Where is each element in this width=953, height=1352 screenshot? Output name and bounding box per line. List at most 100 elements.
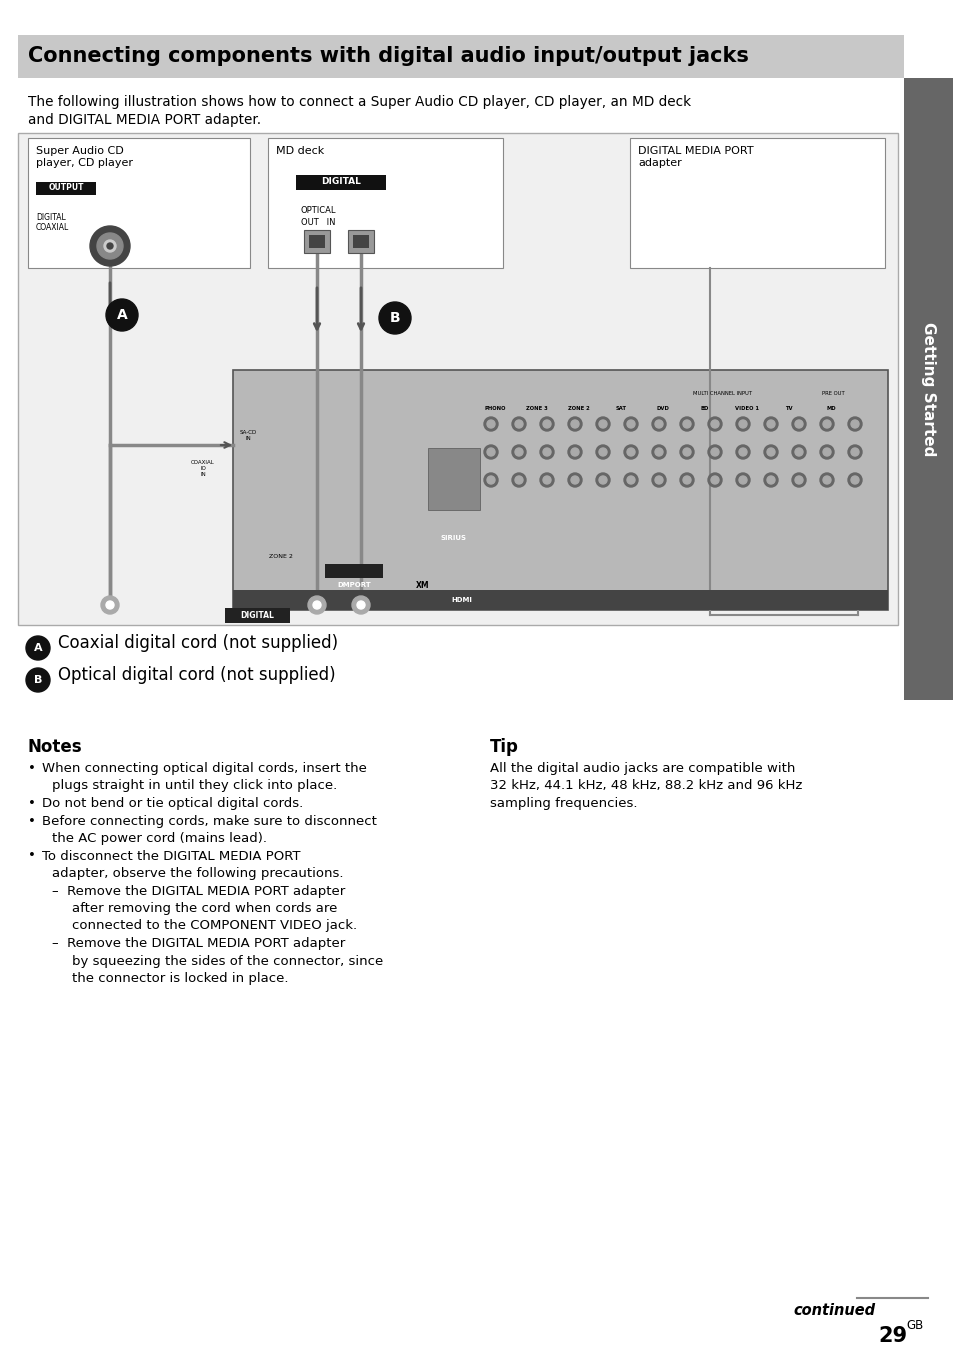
Circle shape xyxy=(710,476,719,484)
Text: PRE OUT: PRE OUT xyxy=(821,391,843,396)
Circle shape xyxy=(822,448,830,456)
Circle shape xyxy=(735,416,749,431)
Text: OUT   IN: OUT IN xyxy=(301,218,335,227)
Circle shape xyxy=(820,416,833,431)
Circle shape xyxy=(598,420,606,429)
Text: To disconnect the DIGITAL MEDIA PORT: To disconnect the DIGITAL MEDIA PORT xyxy=(42,849,300,863)
Circle shape xyxy=(486,420,495,429)
Circle shape xyxy=(655,476,662,484)
Circle shape xyxy=(101,596,119,614)
Text: OPTICAL: OPTICAL xyxy=(301,206,336,215)
Text: 32 kHz, 44.1 kHz, 48 kHz, 88.2 kHz and 96 kHz: 32 kHz, 44.1 kHz, 48 kHz, 88.2 kHz and 9… xyxy=(490,780,801,792)
Circle shape xyxy=(626,420,635,429)
Text: COAXIAL
IO
IN: COAXIAL IO IN xyxy=(191,460,214,477)
Circle shape xyxy=(486,448,495,456)
Circle shape xyxy=(739,448,746,456)
Text: DIGITAL: DIGITAL xyxy=(240,611,274,621)
Circle shape xyxy=(483,445,497,458)
Circle shape xyxy=(571,448,578,456)
Circle shape xyxy=(763,473,778,487)
Circle shape xyxy=(735,473,749,487)
Text: plugs straight in until they click into place.: plugs straight in until they click into … xyxy=(52,780,337,792)
Circle shape xyxy=(655,448,662,456)
Bar xyxy=(28,138,250,268)
Circle shape xyxy=(623,416,638,431)
Circle shape xyxy=(850,476,858,484)
Circle shape xyxy=(512,416,525,431)
Circle shape xyxy=(850,448,858,456)
Circle shape xyxy=(626,476,635,484)
Circle shape xyxy=(512,473,525,487)
Bar xyxy=(18,132,897,625)
Circle shape xyxy=(26,635,50,660)
Circle shape xyxy=(682,420,690,429)
Text: by squeezing the sides of the connector, since: by squeezing the sides of the connector,… xyxy=(71,955,383,968)
Circle shape xyxy=(763,445,778,458)
Circle shape xyxy=(651,445,665,458)
Circle shape xyxy=(850,420,858,429)
Circle shape xyxy=(707,445,721,458)
Text: HDMI: HDMI xyxy=(452,598,472,603)
Circle shape xyxy=(739,420,746,429)
Text: the AC power cord (mains lead).: the AC power cord (mains lead). xyxy=(52,831,267,845)
Text: When connecting optical digital cords, insert the: When connecting optical digital cords, i… xyxy=(42,763,367,775)
Circle shape xyxy=(598,476,606,484)
Circle shape xyxy=(679,416,693,431)
Text: –  Remove the DIGITAL MEDIA PORT adapter: – Remove the DIGITAL MEDIA PORT adapter xyxy=(52,937,345,950)
Text: All the digital audio jacks are compatible with: All the digital audio jacks are compatib… xyxy=(490,763,795,775)
Text: B: B xyxy=(33,675,42,685)
Text: PHONO: PHONO xyxy=(484,406,505,411)
Text: A: A xyxy=(116,308,128,322)
Circle shape xyxy=(822,476,830,484)
Circle shape xyxy=(107,243,112,249)
Text: ZONE 3: ZONE 3 xyxy=(525,406,547,411)
Circle shape xyxy=(735,445,749,458)
Text: •: • xyxy=(28,849,36,863)
Circle shape xyxy=(596,473,609,487)
Circle shape xyxy=(596,416,609,431)
Text: SIRIUS: SIRIUS xyxy=(440,535,467,541)
Text: Coaxial digital cord (not supplied): Coaxial digital cord (not supplied) xyxy=(58,634,337,652)
Text: Getting Started: Getting Started xyxy=(921,322,936,456)
Bar xyxy=(629,138,884,268)
Circle shape xyxy=(571,420,578,429)
Circle shape xyxy=(596,445,609,458)
Text: DVD: DVD xyxy=(656,406,669,411)
Text: •: • xyxy=(28,814,36,827)
Circle shape xyxy=(651,473,665,487)
Circle shape xyxy=(515,448,522,456)
Bar xyxy=(233,589,887,610)
Circle shape xyxy=(766,420,774,429)
Text: the connector is locked in place.: the connector is locked in place. xyxy=(71,972,288,986)
Circle shape xyxy=(539,473,554,487)
Circle shape xyxy=(26,668,50,692)
Circle shape xyxy=(104,241,116,251)
Bar xyxy=(428,448,479,510)
Bar xyxy=(309,235,325,247)
Bar xyxy=(295,174,386,191)
Text: MD deck: MD deck xyxy=(275,146,324,155)
Text: DIGITAL MEDIA PORT
adapter: DIGITAL MEDIA PORT adapter xyxy=(638,146,753,168)
Bar xyxy=(225,608,290,623)
Circle shape xyxy=(567,473,581,487)
Circle shape xyxy=(794,420,802,429)
Bar xyxy=(233,370,887,610)
Circle shape xyxy=(651,416,665,431)
Bar xyxy=(268,138,502,268)
Circle shape xyxy=(707,416,721,431)
Circle shape xyxy=(847,473,862,487)
Circle shape xyxy=(483,416,497,431)
Circle shape xyxy=(820,473,833,487)
Circle shape xyxy=(106,602,113,608)
Text: SAT: SAT xyxy=(615,406,626,411)
Circle shape xyxy=(598,448,606,456)
Text: BD: BD xyxy=(700,406,708,411)
Circle shape xyxy=(483,473,497,487)
Circle shape xyxy=(567,416,581,431)
Circle shape xyxy=(542,420,551,429)
Circle shape xyxy=(739,476,746,484)
Text: Connecting components with digital audio input/output jacks: Connecting components with digital audio… xyxy=(28,46,748,66)
Text: XM: XM xyxy=(416,580,430,589)
Circle shape xyxy=(710,448,719,456)
Circle shape xyxy=(567,445,581,458)
